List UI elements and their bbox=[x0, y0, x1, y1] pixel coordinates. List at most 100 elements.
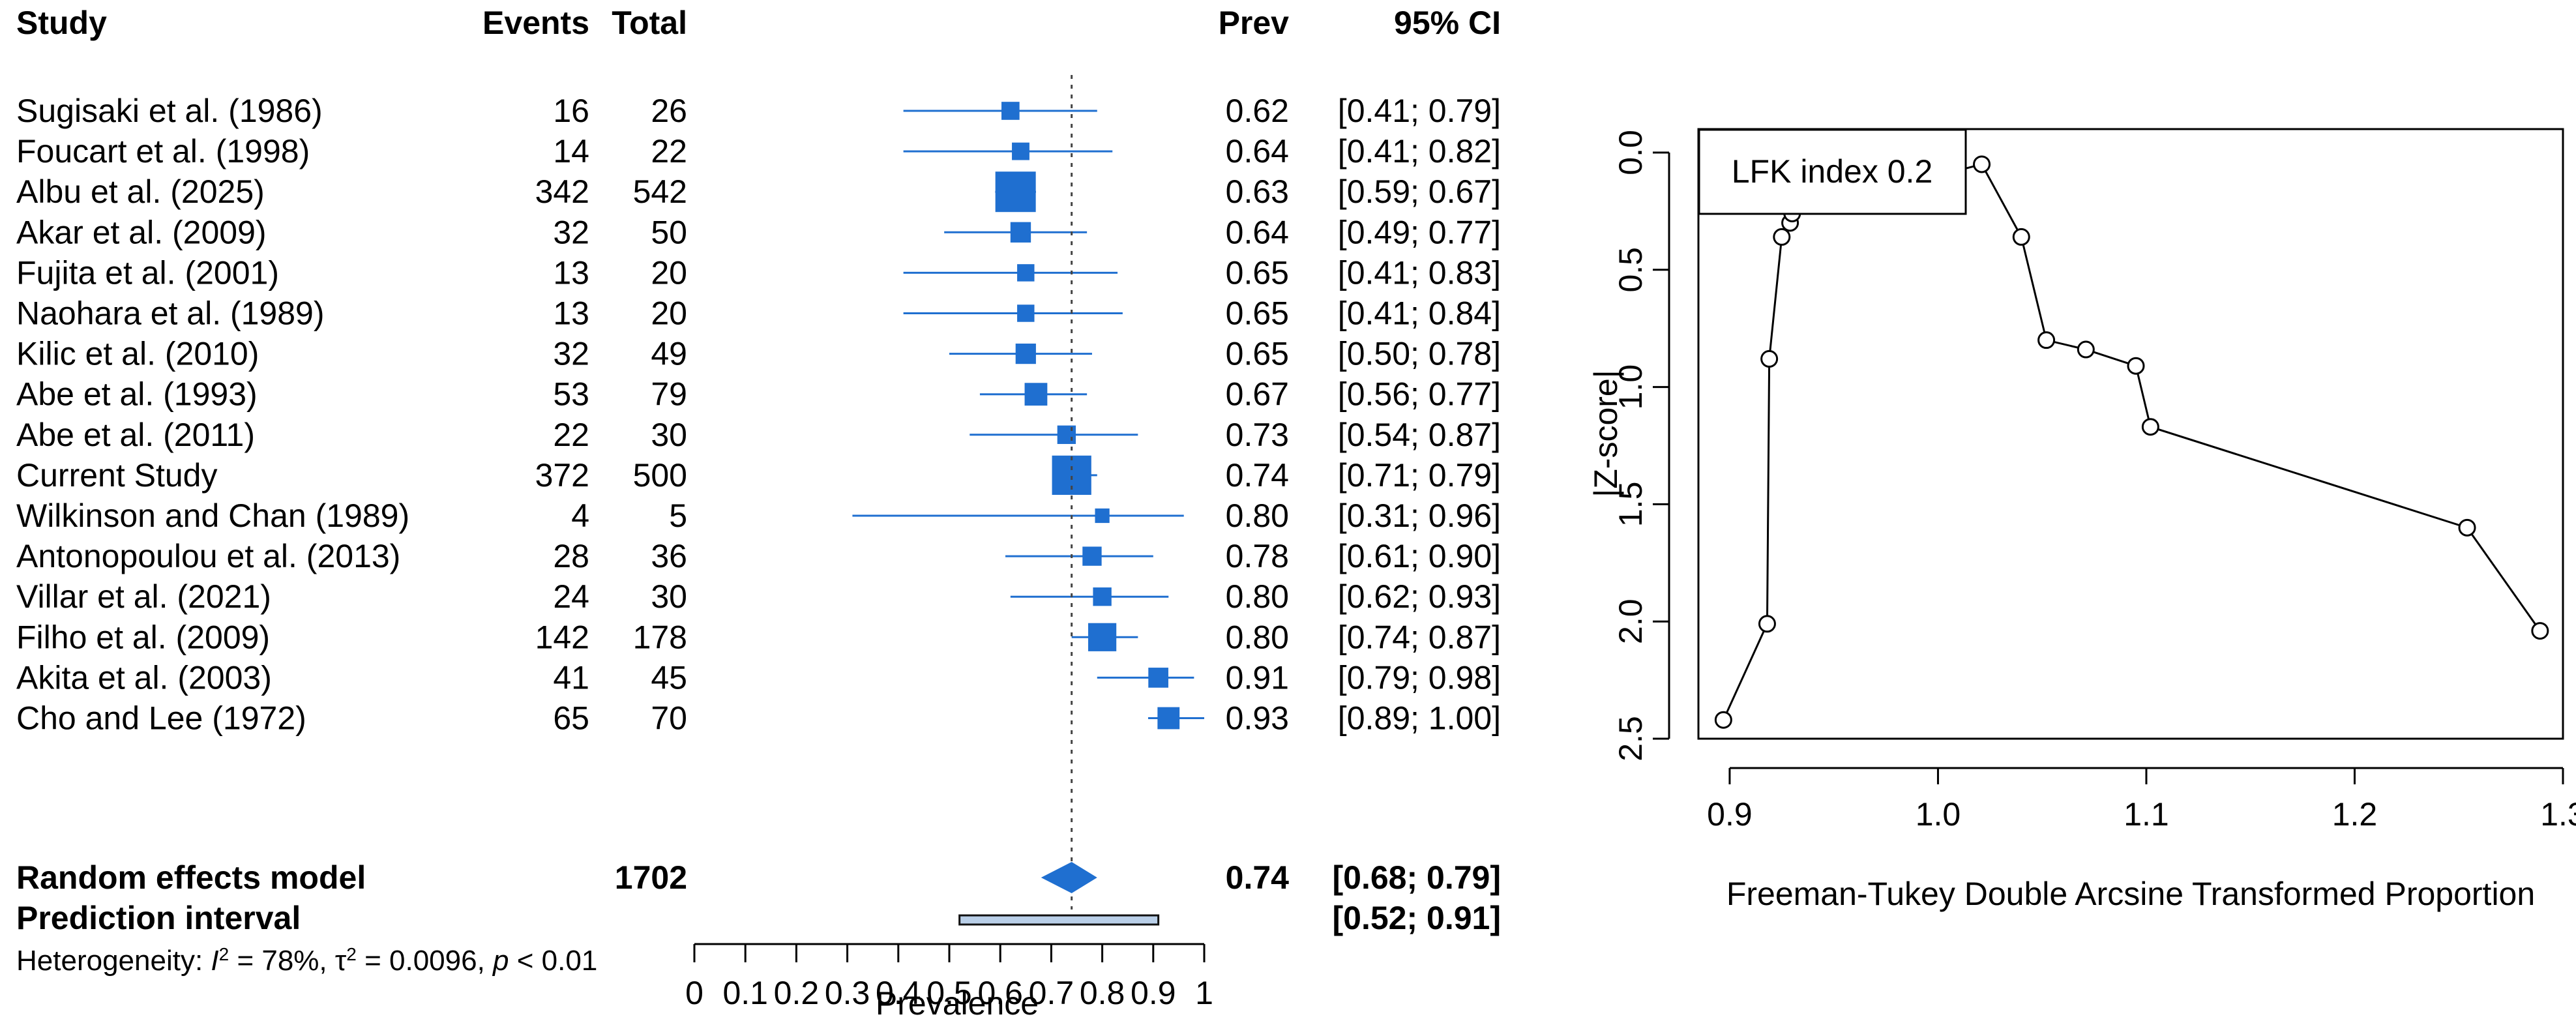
study-name: Cho and Lee (1972) bbox=[16, 700, 306, 737]
study-prev: 0.65 bbox=[1226, 336, 1289, 372]
study-box bbox=[1001, 102, 1020, 120]
lfk-x-tick-label: 1.3 bbox=[2540, 796, 2576, 833]
lfk-point bbox=[2012, 228, 2030, 246]
study-events: 24 bbox=[553, 578, 589, 615]
study-prev: 0.73 bbox=[1226, 417, 1289, 453]
study-prev: 0.74 bbox=[1226, 457, 1289, 494]
study-name: Antonopoulou et al. (2013) bbox=[16, 538, 400, 574]
forest-tick-label: 0 bbox=[685, 975, 703, 1011]
study-ci: [0.61; 0.90] bbox=[1338, 538, 1501, 574]
study-box bbox=[1157, 707, 1180, 730]
study-events: 13 bbox=[553, 295, 589, 332]
study-row: Abe et al. (1993) 53 79 0.67 [0.56; 0.77] bbox=[16, 376, 1501, 413]
study-events: 65 bbox=[553, 700, 589, 737]
study-total: 20 bbox=[651, 254, 687, 291]
lfk-x-tick-label: 0.9 bbox=[1707, 796, 1753, 833]
study-name: Foucart et al. (1998) bbox=[16, 133, 310, 170]
lfk-x-axis-label: Freeman-Tukey Double Arcsine Transformed… bbox=[1726, 876, 2535, 912]
lfk-y-tick-label: 0.5 bbox=[1612, 247, 1649, 293]
study-prev: 0.78 bbox=[1226, 538, 1289, 574]
random-effects-total: 1702 bbox=[615, 859, 687, 896]
header-prev: Prev bbox=[1219, 5, 1290, 41]
study-ci: [0.62; 0.93] bbox=[1338, 578, 1501, 615]
header-total: Total bbox=[612, 5, 687, 41]
lfk-point bbox=[2531, 622, 2549, 640]
forest-x-axis-label: Prevalence bbox=[876, 985, 1039, 1021]
study-prev: 0.65 bbox=[1226, 254, 1289, 291]
study-row: Villar et al. (2021) 24 30 0.80 [0.62; 0.93] bbox=[16, 578, 1501, 615]
study-row: Kilic et al. (2010) 32 49 0.65 [0.50; 0.78] bbox=[16, 336, 1501, 372]
study-prev: 0.80 bbox=[1226, 497, 1289, 534]
study-events: 14 bbox=[553, 133, 589, 170]
study-name: Kilic et al. (2010) bbox=[16, 336, 259, 372]
study-box bbox=[995, 171, 1036, 213]
lfk-point bbox=[2037, 331, 2056, 349]
forest-tick-label: 1 bbox=[1195, 975, 1213, 1011]
study-row: Naohara et al. (1989) 13 20 0.65 [0.41; 0.84… bbox=[16, 295, 1501, 332]
study-name: Akita et al. (2003) bbox=[16, 659, 272, 696]
study-prev: 0.65 bbox=[1226, 295, 1289, 332]
study-box bbox=[1017, 264, 1035, 282]
lfk-y-axis-label: |Z-score| bbox=[1588, 370, 1624, 497]
lfk-point bbox=[1973, 155, 1991, 173]
study-name: Naohara et al. (1989) bbox=[16, 295, 325, 332]
lfk-y-tick-label: 2.0 bbox=[1612, 599, 1649, 644]
forest-tick-label: 0.6 bbox=[977, 975, 1023, 1011]
lfk-point bbox=[1714, 711, 1732, 729]
study-name: Filho et al. (2009) bbox=[16, 619, 270, 655]
study-ci: [0.41; 0.79] bbox=[1338, 93, 1501, 129]
study-events: 342 bbox=[535, 173, 589, 210]
study-row: Wilkinson and Chan (1989) 4 5 0.80 [0.31; 0.… bbox=[16, 497, 1501, 534]
study-total: 50 bbox=[651, 214, 687, 250]
study-box bbox=[1095, 508, 1110, 524]
study-events: 32 bbox=[553, 214, 589, 250]
forest-tick-label: 0.1 bbox=[722, 975, 768, 1011]
header-ci: 95% CI bbox=[1394, 5, 1501, 41]
prediction-interval-bar bbox=[958, 914, 1160, 926]
study-row: Abe et al. (2011) 22 30 0.73 [0.54; 0.87] bbox=[16, 417, 1501, 453]
study-total: 30 bbox=[651, 578, 687, 615]
study-name: Albu et al. (2025) bbox=[16, 173, 265, 210]
study-prev: 0.64 bbox=[1226, 214, 1289, 250]
study-ci: [0.41; 0.82] bbox=[1338, 133, 1501, 170]
study-ci: [0.59; 0.67] bbox=[1338, 173, 1501, 210]
study-box bbox=[1088, 623, 1117, 651]
study-total: 5 bbox=[669, 497, 687, 534]
lfk-y-tick-label: 1.0 bbox=[1612, 364, 1649, 410]
study-total: 70 bbox=[651, 700, 687, 737]
lfk-point bbox=[2127, 357, 2145, 375]
study-ci: [0.49; 0.77] bbox=[1338, 214, 1501, 250]
lfk-point bbox=[2077, 340, 2095, 359]
study-box bbox=[1057, 425, 1076, 444]
lfk-point bbox=[2458, 518, 2476, 537]
lfk-y-tick-label: 2.5 bbox=[1612, 716, 1649, 762]
study-events: 13 bbox=[553, 254, 589, 291]
prediction-interval-label: Prediction interval bbox=[16, 900, 301, 936]
random-effects-diamond bbox=[1041, 862, 1097, 893]
study-total: 45 bbox=[651, 659, 687, 696]
lfk-axes: 0.9 1.0 1.1 1.2 1.3 0.0 0.5 1.0 1.5 2.0 2.5 bbox=[1612, 130, 2576, 833]
study-total: 36 bbox=[651, 538, 687, 574]
study-events: 4 bbox=[571, 497, 589, 534]
header-study: Study bbox=[16, 5, 107, 41]
study-name: Akar et al. (2009) bbox=[16, 214, 267, 250]
study-name: Current Study bbox=[16, 457, 217, 494]
study-ci: [0.54; 0.87] bbox=[1338, 417, 1501, 453]
study-box bbox=[1015, 343, 1036, 364]
study-name: Sugisaki et al. (1986) bbox=[16, 93, 323, 129]
prediction-interval-ci: [0.52; 0.91] bbox=[1333, 900, 1501, 936]
study-rows: Sugisaki et al. (1986) 16 26 0.62 [0.41; 0.7… bbox=[16, 93, 1501, 737]
forest-tick-label: 0.4 bbox=[876, 975, 921, 1011]
study-prev: 0.80 bbox=[1226, 619, 1289, 655]
study-row: Sugisaki et al. (1986) 16 26 0.62 [0.41; 0.7… bbox=[16, 93, 1501, 129]
forest-tick-label: 0.3 bbox=[825, 975, 870, 1011]
study-name: Abe et al. (2011) bbox=[16, 417, 255, 453]
study-box bbox=[1012, 142, 1029, 160]
study-name: Villar et al. (2021) bbox=[16, 578, 271, 615]
lfk-y-tick-label: 0.0 bbox=[1612, 130, 1649, 175]
study-row: Filho et al. (2009) 142 178 0.80 [0.74; 0.87… bbox=[16, 619, 1501, 655]
study-total: 20 bbox=[651, 295, 687, 332]
study-row: Akar et al. (2009) 32 50 0.64 [0.49; 0.77] bbox=[16, 214, 1501, 250]
study-prev: 0.62 bbox=[1226, 93, 1289, 129]
lfk-plot: 0.9 1.0 1.1 1.2 1.3 0.0 0.5 1.0 1.5 2.0 2.5 LFK in… bbox=[1588, 128, 2576, 912]
